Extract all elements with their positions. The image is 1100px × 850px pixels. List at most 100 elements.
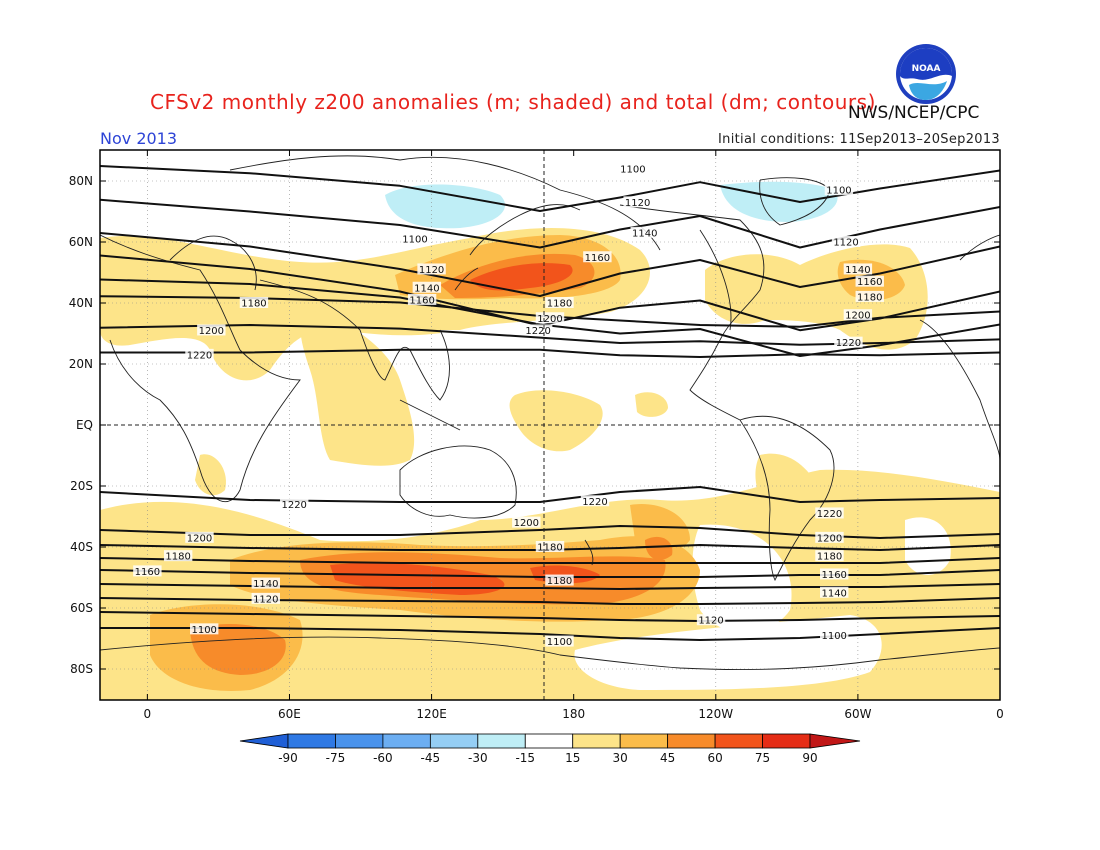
contour-label-bg <box>197 324 226 336</box>
contour-label-text: 1100 <box>821 631 846 642</box>
coastline <box>229 155 661 251</box>
contour-label-text: 1140 <box>845 265 870 276</box>
colorbar-label: 45 <box>660 751 675 765</box>
contour-label: 1220 <box>580 495 610 508</box>
contour-label: 1160 <box>133 565 162 578</box>
colorbar-label: -90 <box>278 751 298 765</box>
agency-credit: NWS/NCEP/CPC <box>848 103 980 123</box>
contour-label: 1220 <box>280 498 309 511</box>
contour-label: 1100 <box>400 232 430 245</box>
contour-label: 1200 <box>197 324 226 337</box>
lon-label: 60W <box>844 707 871 721</box>
contour-label: 1140 <box>843 263 873 276</box>
contour-label-bg <box>583 251 612 263</box>
contour-label-text: 1120 <box>698 616 723 627</box>
contour-label-text: 1160 <box>409 295 434 306</box>
contour-line <box>100 627 1000 641</box>
contour-label-bg <box>185 348 214 360</box>
anomaly-region-indian-ocean <box>300 310 415 466</box>
contour-label-bg <box>163 550 193 562</box>
contour-line <box>100 198 1000 249</box>
contour-label-bg <box>417 263 446 275</box>
colorbar-label: -45 <box>421 751 441 765</box>
contour-label-bg <box>185 531 214 543</box>
contour-line <box>100 569 1000 578</box>
contour-label: 1180 <box>855 290 884 303</box>
anomaly-peak-kuroshio <box>470 263 573 291</box>
contour-line <box>100 232 1000 297</box>
neutral-region-sh-pacific <box>692 524 792 633</box>
lat-label: EQ <box>76 418 93 432</box>
coastline <box>469 204 581 256</box>
coastline <box>169 235 257 291</box>
contour-label-text: 1100 <box>402 234 427 245</box>
contour-label: 1140 <box>412 281 442 294</box>
contour-label-bg <box>815 507 844 519</box>
forecast-month: Nov 2013 <box>100 129 178 148</box>
contour-label: 1220 <box>815 507 844 520</box>
contour-line <box>100 544 1000 551</box>
contour-label-bg <box>580 495 610 507</box>
contour-label-bg <box>523 324 553 336</box>
colorbar-label: 30 <box>613 751 628 765</box>
colorbar-segment <box>619 733 669 749</box>
contour-label: 1200 <box>512 516 541 529</box>
contour-line <box>100 525 1000 539</box>
contour-label-bg <box>820 586 849 598</box>
lat-label: 80S <box>70 662 93 676</box>
contour-label-bg <box>820 568 849 580</box>
lat-label: 20S <box>70 479 93 493</box>
contour-label: 1120 <box>831 236 861 249</box>
noaa-logo: NOAA <box>896 44 956 104</box>
contour-label-text: 1140 <box>253 579 278 590</box>
coastline <box>399 445 517 519</box>
contour-label-text: 1220 <box>582 497 607 508</box>
coastline <box>699 229 732 331</box>
colorbar-segment <box>572 733 621 749</box>
coastline <box>399 399 461 431</box>
contour-label: 1180 <box>545 574 574 587</box>
lat-label: 40N <box>69 296 93 310</box>
contour-label-bg <box>545 635 574 647</box>
contour-label: 1140 <box>820 586 849 599</box>
contour-label: 1200 <box>815 531 844 544</box>
contour-label: 1160 <box>407 293 437 306</box>
coastlines <box>100 155 1000 671</box>
contour-label-bg <box>855 290 884 302</box>
colorbar-segment <box>477 733 526 749</box>
lon-label: 0 <box>996 707 1004 721</box>
contour-label-bg <box>623 196 652 208</box>
colorbar-segment <box>335 733 384 749</box>
contour-label-text: 1100 <box>191 625 216 636</box>
contour-label: 1100 <box>618 162 648 175</box>
coastline <box>100 636 1000 671</box>
contour-label-text: 1140 <box>414 283 439 294</box>
colorbar-label: -75 <box>326 751 346 765</box>
contour-label: 1220 <box>834 336 863 349</box>
contour-label-bg <box>512 516 541 528</box>
coastline <box>100 234 301 502</box>
colorbar-segment <box>524 733 574 749</box>
contour-label-bg <box>535 312 565 324</box>
contour-label: 1200 <box>185 531 214 544</box>
lon-label: 0 <box>144 707 152 721</box>
contour-label: 1140 <box>630 226 659 239</box>
lat-label: 20N <box>69 357 93 371</box>
coastline <box>454 267 479 291</box>
contour-label: 1140 <box>251 577 280 590</box>
contour-label: 1100 <box>545 635 574 648</box>
contour-line <box>100 611 1000 622</box>
contour-label-bg <box>545 574 574 586</box>
contour-label-bg <box>834 336 863 348</box>
coastline <box>259 279 450 401</box>
contour-label-text: 1180 <box>241 299 266 310</box>
anomaly-core-spac <box>645 536 673 560</box>
contour-label-bg <box>400 232 430 244</box>
contour-label-bg <box>618 162 648 174</box>
contour-line <box>100 254 1000 332</box>
contour-label-text: 1160 <box>821 570 846 581</box>
contour-line <box>100 583 1000 590</box>
colorbar-label: -60 <box>373 751 393 765</box>
contour-label: 1180 <box>163 550 193 563</box>
